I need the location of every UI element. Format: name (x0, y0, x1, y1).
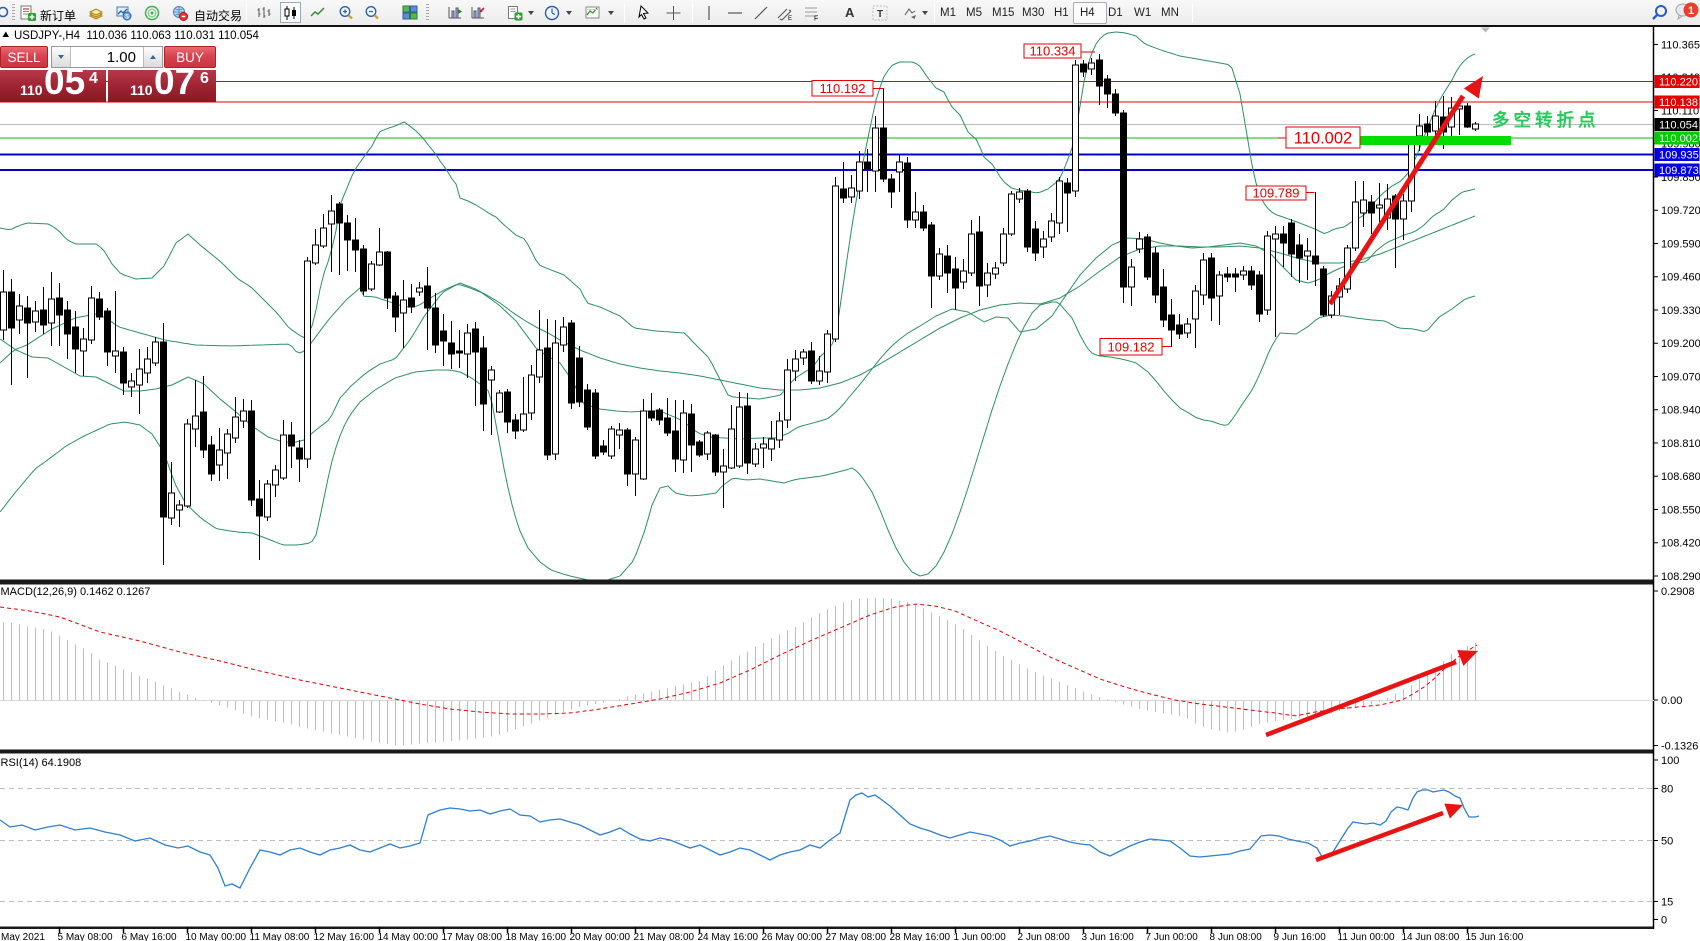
svg-text:0.00: 0.00 (1661, 695, 1682, 707)
svg-text:6 May 16:00: 6 May 16:00 (122, 932, 177, 941)
svg-text:-0.1326: -0.1326 (1661, 740, 1698, 752)
svg-text:50: 50 (1661, 835, 1673, 847)
svg-text:110.002: 110.002 (1659, 133, 1698, 145)
svg-text:15 Jun 16:00: 15 Jun 16:00 (1466, 932, 1524, 941)
svg-text:12 May 16:00: 12 May 16:00 (314, 932, 375, 941)
svg-text:1: 1 (1688, 5, 1694, 17)
svg-text:5 May 08:00: 5 May 08:00 (58, 932, 113, 941)
svg-text:7 Jun 00:00: 7 Jun 00:00 (1146, 932, 1199, 941)
svg-text:May 2021: May 2021 (1, 932, 45, 941)
svg-text:109.935: 109.935 (1659, 150, 1699, 162)
svg-text:10 May 00:00: 10 May 00:00 (186, 932, 247, 941)
svg-text:108.420: 108.420 (1661, 538, 1700, 550)
svg-text:14 May 00:00: 14 May 00:00 (378, 932, 439, 941)
svg-text:0.2908: 0.2908 (1661, 586, 1695, 598)
svg-text:多空转折点: 多空转折点 (1492, 110, 1600, 130)
svg-text:109.789: 109.789 (1253, 186, 1300, 201)
svg-text:110.054: 110.054 (1659, 120, 1698, 132)
svg-text:109.200: 109.200 (1661, 338, 1700, 350)
svg-text:MACD(12,26,9) 0.1462 0.1267: MACD(12,26,9) 0.1462 0.1267 (1, 586, 151, 598)
svg-text:2 Jun 08:00: 2 Jun 08:00 (1018, 932, 1071, 941)
svg-text:80: 80 (1661, 783, 1673, 795)
svg-text:27 May 08:00: 27 May 08:00 (826, 932, 887, 941)
svg-text:110.192: 110.192 (819, 81, 865, 96)
svg-text:9 Jun 16:00: 9 Jun 16:00 (1274, 932, 1327, 941)
svg-text:108.290: 108.290 (1661, 571, 1700, 583)
svg-text:20 May 00:00: 20 May 00:00 (570, 932, 631, 941)
svg-text:21 May 08:00: 21 May 08:00 (634, 932, 695, 941)
svg-text:108.550: 108.550 (1661, 504, 1700, 516)
svg-text:1 Jun 00:00: 1 Jun 00:00 (954, 932, 1007, 941)
svg-text:108.940: 108.940 (1661, 405, 1700, 417)
svg-text:110.334: 110.334 (1029, 44, 1075, 59)
svg-text:8 Jun 08:00: 8 Jun 08:00 (1210, 932, 1263, 941)
svg-text:26 May 00:00: 26 May 00:00 (762, 932, 823, 941)
svg-text:109.070: 109.070 (1661, 371, 1700, 383)
svg-text:109.460: 109.460 (1661, 272, 1700, 284)
svg-text:109.182: 109.182 (1108, 339, 1155, 354)
svg-text:109.590: 109.590 (1661, 238, 1700, 250)
svg-text:109.720: 109.720 (1661, 205, 1700, 217)
svg-text:F: F (814, 16, 818, 22)
svg-text:15: 15 (1661, 896, 1673, 908)
svg-text:11 Jun 00:00: 11 Jun 00:00 (1338, 932, 1396, 941)
svg-text:T: T (877, 9, 883, 20)
svg-text:109.873: 109.873 (1659, 165, 1699, 177)
svg-text:14 Jun 08:00: 14 Jun 08:00 (1402, 932, 1460, 941)
svg-text:18 May 16:00: 18 May 16:00 (506, 932, 567, 941)
svg-text:0: 0 (1661, 914, 1667, 926)
svg-text:110.365: 110.365 (1661, 39, 1700, 51)
svg-text:108.680: 108.680 (1661, 471, 1700, 483)
svg-text:28 May 16:00: 28 May 16:00 (890, 932, 951, 941)
svg-text:E: E (788, 16, 792, 21)
svg-text:110.138: 110.138 (1659, 97, 1698, 109)
svg-text:17 May 08:00: 17 May 08:00 (442, 932, 503, 941)
svg-text:$: $ (125, 14, 129, 21)
svg-text:110.220: 110.220 (1659, 77, 1698, 89)
svg-text:108.810: 108.810 (1661, 438, 1700, 450)
svg-text:24 May 16:00: 24 May 16:00 (698, 932, 759, 941)
svg-text:RSI(14) 64.1908: RSI(14) 64.1908 (1, 757, 82, 769)
svg-text:11 May 08:00: 11 May 08:00 (250, 932, 310, 941)
svg-text:3 Jun 16:00: 3 Jun 16:00 (1082, 932, 1135, 941)
svg-text:USDJPY-,H4 110.036 110.063 11: USDJPY-,H4 110.036 110.063 110.031 110.0… (14, 30, 259, 42)
svg-text:110.002: 110.002 (1294, 129, 1352, 147)
svg-text:109.330: 109.330 (1661, 305, 1700, 317)
svg-text:100: 100 (1661, 755, 1679, 767)
